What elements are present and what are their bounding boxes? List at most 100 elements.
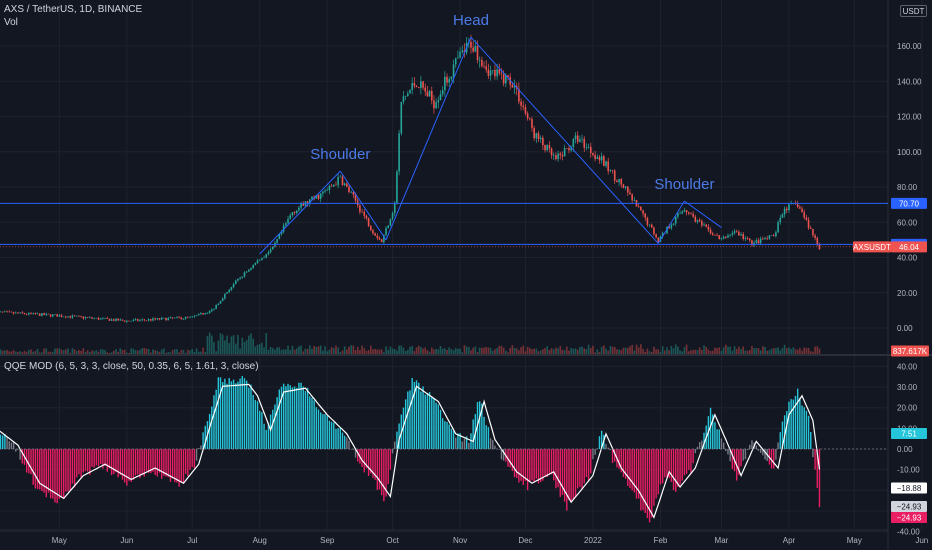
qqe-bar: [324, 414, 326, 449]
volume-bar: [387, 349, 390, 354]
candle-body: [298, 207, 300, 211]
qqe-bar: [328, 420, 331, 449]
candle-body: [672, 223, 675, 225]
qqe-bar: [657, 449, 659, 495]
qqe-bar: [296, 387, 298, 449]
candle-body: [570, 146, 572, 151]
volume-bar: [356, 347, 359, 354]
qqe-bar: [309, 396, 311, 449]
candle-body: [369, 226, 372, 231]
volume-bar: [112, 350, 115, 354]
volume-bar: [794, 349, 797, 354]
volume-bar: [605, 348, 607, 354]
qqe-bar: [365, 449, 368, 469]
volume-bar: [315, 346, 318, 354]
qqe-bar: [788, 401, 790, 449]
volume-bar: [224, 340, 226, 354]
qqe-bar: [54, 449, 56, 503]
qqe-bar: [529, 449, 531, 482]
qqe-bar: [71, 449, 74, 484]
qqe-bar: [78, 449, 80, 475]
volume-bar: [446, 350, 448, 354]
volume-bar: [498, 345, 501, 354]
qqe-bar: [243, 378, 246, 449]
volume-bar: [104, 349, 106, 354]
candle-body: [104, 317, 106, 319]
candle-body: [555, 155, 557, 160]
volume-bar: [99, 349, 102, 354]
volume-bar: [84, 352, 87, 354]
candle-body: [311, 196, 313, 200]
qqe-bar: [394, 441, 396, 449]
volume-bar: [337, 347, 339, 354]
volume-bar: [692, 349, 694, 354]
candle-body: [324, 190, 326, 192]
qqe-bar: [561, 449, 564, 495]
qqe-bar: [722, 442, 725, 449]
volume-bar: [507, 352, 509, 354]
volume-bar: [587, 344, 590, 354]
qqe-bar: [790, 399, 792, 449]
qqe-bar: [261, 412, 263, 449]
qqe-bar: [252, 394, 254, 449]
candle-body: [705, 224, 708, 227]
qqe-bar: [598, 436, 601, 449]
qqe-bar: [781, 421, 784, 449]
volume-bar: [374, 348, 376, 354]
last-price-tag: 46.04: [891, 241, 927, 253]
candle-body: [302, 203, 305, 206]
volume-bar: [729, 346, 731, 354]
candle-body: [152, 318, 154, 321]
volume-bar: [439, 346, 442, 354]
qqe-bar: [43, 449, 45, 493]
volume-bar: [546, 346, 549, 354]
candle-body: [809, 228, 812, 229]
volume-bar: [448, 347, 451, 354]
qqe-bar: [19, 449, 21, 460]
volume-bar: [600, 346, 603, 354]
qqe-bar: [553, 449, 555, 481]
qqe-bar: [494, 445, 496, 449]
volume-bar: [82, 348, 85, 354]
candle-body: [574, 135, 577, 139]
time-axis-tick: Dec: [518, 536, 532, 545]
qqe-bar: [208, 413, 211, 449]
qqe-bar: [422, 386, 424, 449]
volume-bar: [579, 346, 581, 354]
candle-body: [550, 148, 553, 156]
time-axis-tick: Aug: [253, 536, 267, 545]
candle-body: [278, 234, 281, 240]
candle-body: [378, 237, 381, 240]
candle-body: [807, 219, 810, 229]
volume-bar: [256, 344, 259, 354]
candle-body: [561, 155, 564, 157]
candle-body: [646, 217, 649, 225]
currency-badge[interactable]: USDT: [900, 5, 927, 17]
volume-bar: [537, 351, 540, 354]
qqe-bar: [463, 438, 466, 449]
volume-bar: [234, 343, 237, 354]
volume-bar: [97, 351, 100, 354]
candle-body: [173, 317, 176, 319]
candle-body: [444, 76, 446, 91]
volume-bar: [566, 346, 568, 354]
volume-bar: [54, 348, 56, 354]
candle-body: [241, 276, 244, 278]
qqe-bar: [535, 449, 538, 479]
volume-bar: [526, 346, 529, 354]
pattern-line: [385, 36, 472, 241]
candle-body: [766, 238, 768, 239]
volume-bar: [163, 348, 165, 354]
volume-bar: [746, 350, 749, 354]
candle-body: [38, 313, 41, 316]
candle-body: [32, 313, 35, 314]
candle-body: [341, 176, 344, 186]
qqe-bar: [688, 449, 690, 471]
candle-body: [141, 319, 143, 321]
candle-body: [770, 235, 773, 236]
candle-body: [690, 213, 692, 215]
qqe-bar: [522, 449, 524, 485]
qqe-bar: [10, 442, 13, 449]
candle-body: [376, 235, 379, 238]
